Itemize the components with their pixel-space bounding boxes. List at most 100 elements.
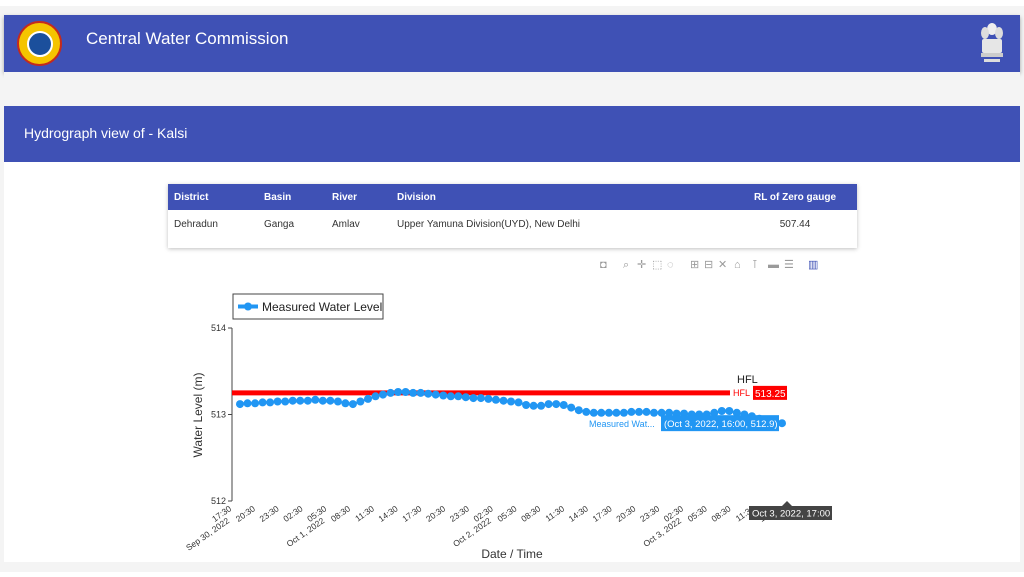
x-tick-label: 17:30 [591, 503, 614, 524]
data-point [258, 398, 267, 407]
data-point [732, 408, 741, 417]
x-tick-label: 02:30 [281, 503, 304, 524]
x-tick-label: 23:30 [638, 503, 661, 524]
hfl-layer: HFL HFL 513.25 [232, 374, 787, 400]
autoscale-icon[interactable]: ✕ [718, 259, 728, 271]
data-point [604, 408, 613, 417]
data-point [379, 390, 387, 399]
x-tick-label: 08:30 [709, 503, 732, 524]
data-point [499, 396, 508, 405]
y-tick-label: 513 [211, 410, 226, 420]
data-point [544, 400, 553, 409]
data-point [439, 391, 448, 400]
reset-axes-icon[interactable]: ⌂ [734, 259, 741, 271]
data-point [431, 390, 440, 399]
hfl-hover-series-label: HFL [733, 388, 750, 398]
plotly-logo-icon[interactable]: ▥ [808, 259, 819, 271]
data-point [311, 395, 320, 404]
legend-entry-label: Measured Water Level [262, 300, 382, 314]
x-tick-label: 05:30 [686, 503, 709, 524]
x-tick-label: 14:30 [376, 503, 399, 524]
hfl-label: HFL [737, 374, 758, 386]
data-point [665, 408, 674, 417]
chart-axes: 512 513 514 [211, 323, 233, 506]
x-date-label: Sep 30, 2022 [184, 515, 231, 552]
x-tick-label: 08:30 [329, 503, 352, 524]
cell-river: Amlav [332, 218, 360, 230]
data-point [589, 408, 598, 417]
app-title: Central Water Commission [86, 29, 289, 48]
data-point [394, 388, 403, 396]
footer-strip [0, 572, 1024, 577]
data-point [266, 398, 275, 407]
data-point [446, 392, 455, 401]
hfl-hover-box [753, 385, 787, 400]
data-point [424, 389, 433, 398]
data-point [416, 388, 425, 397]
data-point [461, 393, 470, 402]
hover-value-text: (Oct 3, 2022, 16:00, 512.9) [664, 419, 778, 430]
data-point [491, 395, 500, 404]
box-select-icon[interactable]: ⬚ [652, 259, 663, 271]
data-point [642, 407, 651, 416]
x-tick-label: 20:30 [614, 503, 637, 524]
data-point [401, 388, 410, 396]
data-point [348, 400, 357, 409]
camera-icon[interactable]: ◘ [600, 259, 607, 271]
x-tick-label: 08:30 [519, 503, 542, 524]
data-point [597, 408, 606, 417]
data-point [409, 388, 418, 397]
lasso-select-icon[interactable]: ◌ [667, 259, 674, 271]
x-tick-labels: 17:30 20:30 23:30 02:30 05:30 08:30 11:30 14:30… [184, 501, 832, 553]
hover-closest-icon[interactable]: ▬ [768, 259, 779, 271]
x-tick-label: 14:30 [567, 503, 590, 524]
data-point [243, 399, 252, 408]
cell-division: Upper Yamuna Division(UYD), New Delhi [397, 218, 581, 230]
x-axis-label: Date / Time [481, 547, 543, 560]
column-header-district: District [168, 184, 258, 210]
cell-rl-zero-gauge: 507.44 [779, 218, 811, 230]
zoom-in-icon[interactable]: ⊞ [690, 259, 700, 271]
chart-legend[interactable]: Measured Water Level [232, 293, 384, 320]
spacer [4, 72, 1020, 106]
spike-lines-icon[interactable]: ⊺ [752, 259, 758, 271]
data-point [236, 400, 244, 409]
data-point [303, 396, 312, 405]
national-emblem-icon [981, 23, 1003, 62]
data-point [333, 397, 342, 406]
table-row: Dehradun Ganga Amlav Upper Yamuna Divisi… [168, 210, 857, 238]
data-point [619, 408, 628, 417]
x-tick-label: 11:30 [543, 503, 566, 523]
cell-basin: Ganga [264, 218, 295, 230]
zoom-icon[interactable]: ⌕ [623, 259, 630, 271]
hfl-hover-value: 513.25 [755, 389, 786, 400]
column-header-division: Division [391, 184, 727, 210]
data-point [725, 407, 734, 415]
table-header-row: District Basin River Division RL of Zero… [168, 184, 857, 210]
hover-compare-icon[interactable]: ☰ [784, 259, 794, 271]
x-tick-label: 23:30 [258, 503, 281, 524]
data-point [273, 397, 282, 406]
data-point [529, 401, 538, 410]
data-point [356, 397, 365, 406]
y-axis-label: Water Level (m) [191, 373, 205, 458]
app-header: Central Water Commission [4, 15, 1020, 72]
data-point [341, 399, 350, 408]
x-hover-text: Oct 3, 2022, 17:00 [752, 509, 830, 520]
hover-value-box [661, 415, 779, 432]
x-tick-label: 23:30 [448, 503, 471, 524]
x-tick-label: 17:30 [400, 503, 423, 524]
data-point [710, 408, 719, 417]
data-point [364, 394, 372, 403]
hydrograph-chart[interactable]: ◘ ⌕ ✛ ⬚ ◌ ⊞ ⊟ ✕ ⌂ ⊺ ▬ ☰ ▥ 512 513 514 HFL H… [175, 254, 849, 560]
data-point [635, 407, 643, 416]
pan-icon[interactable]: ✛ [637, 259, 647, 271]
data-point [650, 408, 658, 417]
data-point [288, 396, 297, 405]
zoom-out-icon[interactable]: ⊟ [704, 259, 714, 271]
x-tick-label: 11:30 [353, 503, 376, 523]
data-point [537, 401, 546, 410]
data-point [454, 392, 463, 401]
data-point [627, 407, 636, 416]
data-point [371, 392, 380, 401]
